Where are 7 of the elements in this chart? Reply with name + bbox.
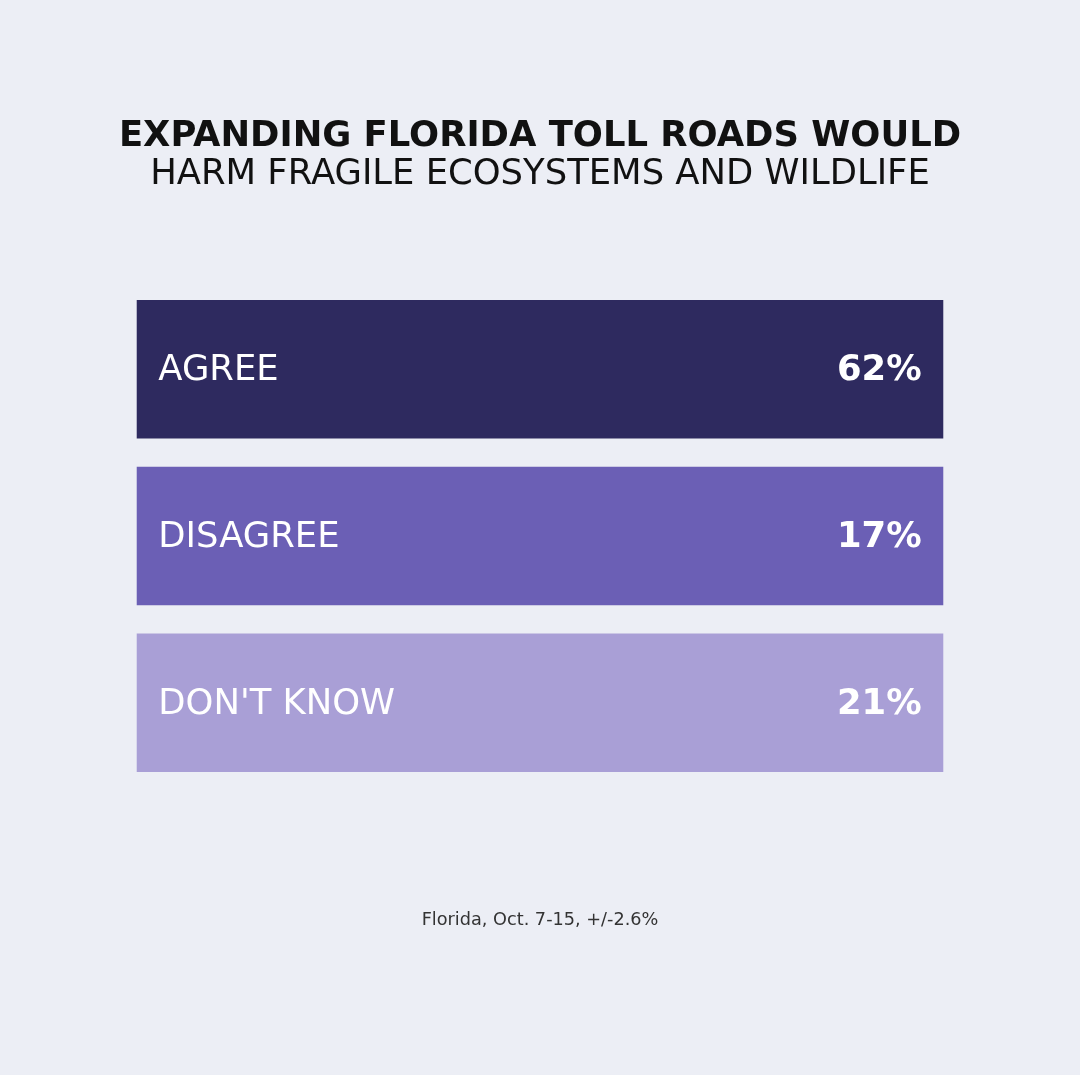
text: Florida, Oct. 7-15, +/-2.6% [421,908,659,929]
data-label: 17% [836,513,922,555]
category-label: AGREE [158,347,279,389]
category-label: DISAGREE [158,513,340,555]
category-label: DON'T KNOW [158,680,396,722]
data-label: 21% [836,680,922,722]
data-label: 62% [836,347,922,389]
